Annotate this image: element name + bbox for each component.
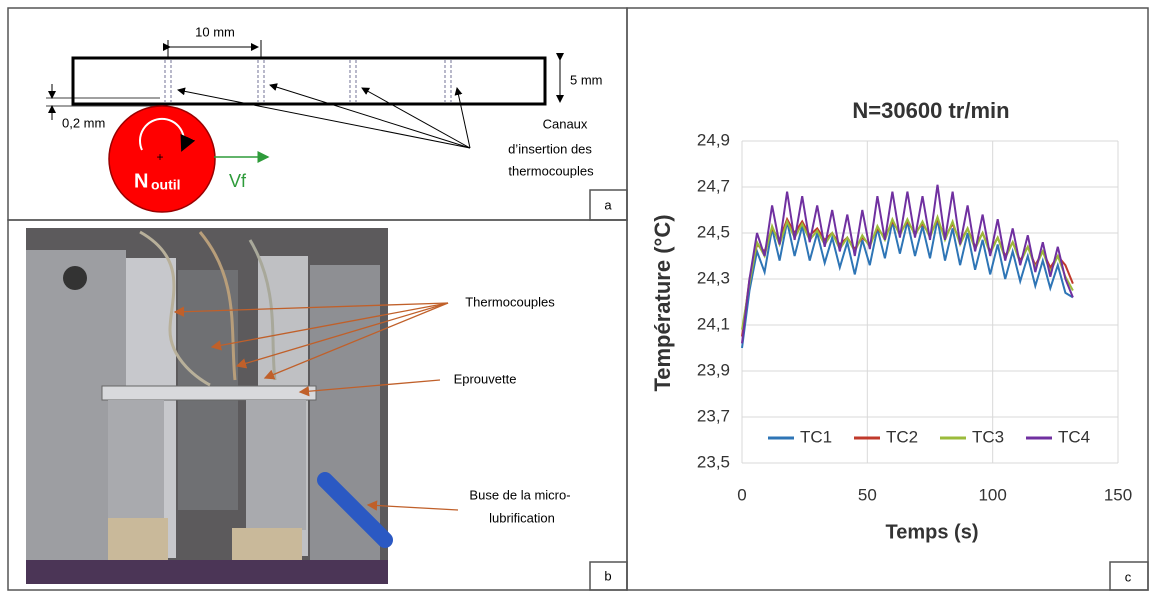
x-tick-label: 150	[1104, 485, 1132, 504]
y-tick-label: 23,5	[697, 452, 730, 471]
y-tick-label: 24,7	[697, 176, 730, 195]
panel-label: b	[604, 568, 611, 583]
panel-b-callouts: Thermocouples Eprouvette Buse de la micr…	[173, 294, 612, 583]
series-line	[741, 184, 1074, 344]
legend-label: TC1	[800, 427, 832, 446]
panel-frames	[7, 7, 1149, 591]
channels-label: Canaux	[543, 116, 588, 131]
y-tick-label: 24,9	[697, 130, 730, 149]
dimension-offset: 0,2 mm	[62, 115, 105, 130]
tool-sub: outil	[151, 177, 181, 193]
y-tick-label: 23,9	[697, 360, 730, 379]
chart: N=30600 tr/min Température (°C) Temps (s…	[650, 98, 1132, 585]
dimension-width: 10 mm	[195, 24, 235, 39]
channels-label: thermocouples	[508, 163, 594, 178]
callout: Thermocouples	[465, 294, 555, 309]
callout: Buse de la micro-	[469, 487, 570, 502]
y-tick-label: 24,1	[697, 314, 730, 333]
x-tick-label: 100	[978, 485, 1006, 504]
y-tick-label: 24,3	[697, 268, 730, 287]
series-line	[741, 216, 1074, 337]
chart-title: N=30600 tr/min	[852, 98, 1009, 123]
channels-label: d’insertion des	[508, 141, 592, 156]
x-tick-label: 50	[858, 485, 877, 504]
panel-label: c	[1125, 569, 1132, 584]
legend-label: TC4	[1058, 427, 1090, 446]
y-tick-label: 24,5	[697, 222, 730, 241]
tool-n: N	[134, 170, 148, 192]
x-tick-label: 0	[737, 485, 746, 504]
y-tick-label: 23,7	[697, 406, 730, 425]
series-line	[741, 219, 1074, 349]
y-axis-label: Température (°C)	[650, 214, 675, 391]
legend-label: TC3	[972, 427, 1004, 446]
callout: lubrification	[489, 510, 555, 525]
feed-label: Vf	[229, 171, 247, 191]
x-axis-label: Temps (s)	[886, 521, 979, 543]
dimension-height: 5 mm	[570, 72, 603, 87]
svg-text:+: +	[156, 150, 163, 164]
callout: Eprouvette	[454, 371, 517, 386]
panel-a: 10 mm 5 mm 0,2 mm + N outil Vf Canaux d’…	[46, 24, 612, 213]
panel-b-photo	[26, 228, 393, 584]
panel-label: a	[604, 197, 612, 212]
legend-label: TC2	[886, 427, 918, 446]
